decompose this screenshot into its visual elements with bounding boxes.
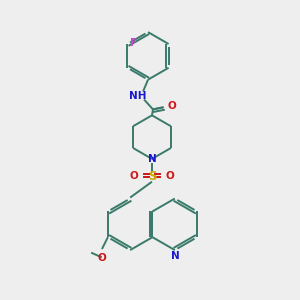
Text: NH: NH xyxy=(129,91,147,100)
Text: O: O xyxy=(129,171,138,181)
Text: N: N xyxy=(148,154,156,164)
Text: O: O xyxy=(168,101,177,111)
Text: O: O xyxy=(98,253,106,263)
Text: O: O xyxy=(166,171,175,181)
Text: N: N xyxy=(171,251,180,261)
Text: F: F xyxy=(130,38,137,48)
Text: S: S xyxy=(148,170,156,183)
